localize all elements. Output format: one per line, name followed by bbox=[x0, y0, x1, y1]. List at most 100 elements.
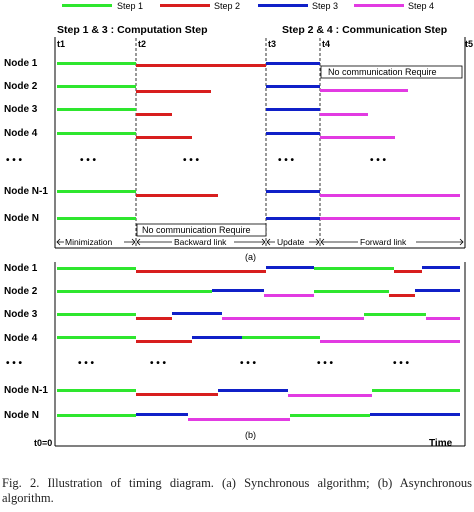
bar-step3 bbox=[212, 289, 264, 292]
panel-a-step3-bars bbox=[266, 62, 320, 220]
panel-a-node-label: Node 2 bbox=[4, 81, 38, 92]
bar-step4 bbox=[264, 294, 314, 297]
panel-b-row-node2 bbox=[57, 289, 460, 297]
bar-step3 bbox=[266, 266, 314, 269]
time-label-t4: t4 bbox=[322, 39, 330, 49]
phase-label-forward: Forward link bbox=[360, 237, 407, 247]
phase-label-update: Update bbox=[277, 237, 305, 247]
bar-step3 bbox=[370, 413, 460, 416]
panel-b-node-label: Node 3 bbox=[4, 309, 38, 320]
panel-a-ellipsis: • • • bbox=[80, 155, 97, 166]
bar-step4 bbox=[320, 136, 395, 139]
bar-step1 bbox=[57, 290, 212, 293]
bar-step4 bbox=[320, 89, 408, 92]
bar-step4 bbox=[320, 194, 460, 197]
panel-a-step2-bars bbox=[136, 64, 266, 197]
panel-a-node-label: Node N bbox=[4, 213, 39, 224]
bar-step1 bbox=[57, 336, 136, 339]
panel-a-node-label: Node N-1 bbox=[4, 186, 48, 197]
panel-b-node-label: Node N bbox=[4, 410, 39, 421]
panel-b-ellipsis-label: • • • bbox=[6, 358, 23, 369]
panel-b: Node 1 Node 2 Node 3 Node 4 • • • Node N… bbox=[4, 262, 466, 449]
panel-b-row-node4 bbox=[57, 336, 460, 343]
panel-b-node-label: Node 2 bbox=[4, 286, 38, 297]
bar-step1 bbox=[242, 336, 320, 339]
phase-label-minimization: Minimization bbox=[65, 237, 113, 247]
bar-step4 bbox=[288, 394, 372, 397]
note-box-bottom bbox=[136, 223, 267, 237]
bar-step3 bbox=[266, 62, 320, 65]
time-axis-label: Time bbox=[429, 438, 453, 449]
panel-b-ellipsis: • • • bbox=[317, 358, 334, 369]
bar-step2 bbox=[136, 64, 266, 67]
bar-step1 bbox=[57, 190, 136, 193]
bar-step1 bbox=[57, 217, 136, 220]
panel-a-node-label: Node 4 bbox=[4, 128, 38, 139]
panel-a-ellipsis: • • • bbox=[183, 155, 200, 166]
bar-step2 bbox=[136, 340, 192, 343]
bar-step3 bbox=[218, 389, 288, 392]
bar-step1 bbox=[314, 290, 389, 293]
bar-step2 bbox=[136, 270, 266, 273]
panel-a-header-right: Step 2 & 4 : Communication Step bbox=[282, 24, 447, 36]
legend-label-step2: Step 2 bbox=[214, 1, 240, 11]
bar-step4 bbox=[320, 340, 460, 343]
bar-step2 bbox=[136, 90, 211, 93]
t0-label: t0=0 bbox=[34, 438, 52, 448]
panel-a-node-label: Node 3 bbox=[4, 104, 38, 115]
figure-caption: Fig. 2. Illustration of timing diagram. … bbox=[2, 476, 472, 505]
bar-step3 bbox=[266, 217, 320, 220]
bar-step2 bbox=[136, 317, 172, 320]
panel-b-ellipsis: • • • bbox=[150, 358, 167, 369]
bar-step4 bbox=[320, 113, 368, 116]
legend-swatch-step1 bbox=[62, 4, 112, 7]
bar-step1 bbox=[57, 62, 136, 65]
panel-b-row-node-n bbox=[57, 413, 460, 421]
time-label-t3: t3 bbox=[268, 39, 276, 49]
bar-step1 bbox=[290, 414, 370, 417]
bar-step2 bbox=[136, 194, 218, 197]
bar-step2 bbox=[136, 393, 218, 396]
note-bottom: No communication Require bbox=[142, 225, 251, 235]
panel-a-node-label: Node 1 bbox=[4, 58, 38, 69]
bar-step1 bbox=[57, 132, 136, 135]
bar-step3 bbox=[266, 85, 320, 88]
bar-step1 bbox=[314, 267, 394, 270]
phase-label-backward: Backward link bbox=[174, 237, 227, 247]
bar-step3 bbox=[136, 413, 188, 416]
panel-b-node-label: Node N-1 bbox=[4, 385, 48, 396]
bar-step3 bbox=[415, 289, 460, 292]
bar-step3 bbox=[266, 132, 320, 135]
legend-swatch-step3 bbox=[258, 4, 308, 7]
note-box-top bbox=[320, 65, 463, 79]
bar-step1 bbox=[57, 313, 136, 316]
bar-step2 bbox=[389, 294, 415, 297]
phase-label-bg bbox=[172, 237, 234, 247]
panel-a-step4-bars bbox=[320, 89, 460, 220]
bar-step3 bbox=[266, 190, 320, 193]
panel-b-row-node3 bbox=[57, 312, 460, 320]
bar-step1 bbox=[57, 389, 136, 392]
bar-step4 bbox=[426, 317, 460, 320]
bar-step2 bbox=[136, 113, 172, 116]
bar-step3 bbox=[172, 312, 222, 315]
panel-b-ellipsis: • • • bbox=[393, 358, 410, 369]
panel-a-label: (a) bbox=[245, 252, 256, 262]
bar-step1 bbox=[57, 414, 136, 417]
time-label-t2: t2 bbox=[138, 39, 146, 49]
bar-step1 bbox=[57, 108, 136, 111]
note-top: No communication Require bbox=[328, 67, 437, 77]
panel-b-row-node1 bbox=[57, 266, 460, 273]
phase-label-bg bbox=[358, 237, 416, 247]
panel-b-ellipsis: • • • bbox=[240, 358, 257, 369]
timing-diagram: Step 1 Step 2 Step 3 Step 4 Step 1 & 3 :… bbox=[4, 1, 473, 449]
panel-b-ellipsis: • • • bbox=[78, 358, 95, 369]
panel-b-row-node-n-1 bbox=[57, 389, 460, 397]
legend-label-step4: Step 4 bbox=[408, 1, 434, 11]
time-label-t1: t1 bbox=[57, 39, 65, 49]
bar-step4 bbox=[320, 217, 460, 220]
panel-a-ellipsis-label: • • • bbox=[6, 155, 23, 166]
bar-step3 bbox=[266, 108, 320, 111]
legend: Step 1 Step 2 Step 3 Step 4 bbox=[62, 1, 434, 11]
time-label-t5: t5 bbox=[465, 39, 473, 49]
